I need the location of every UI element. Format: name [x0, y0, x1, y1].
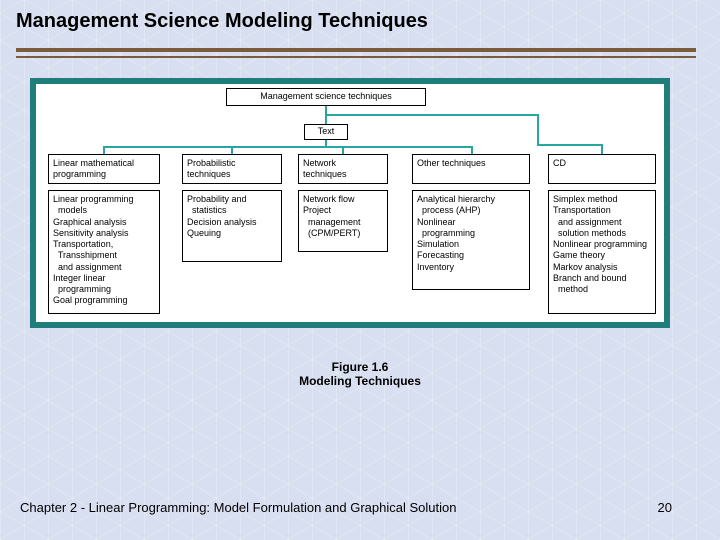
box-cat4h: Other techniques [412, 154, 530, 184]
list-item: Goal programming [53, 295, 155, 306]
list-item: Markov analysis [553, 262, 651, 273]
list-item: Inventory [417, 262, 525, 273]
list-item: Sensitivity analysis [53, 228, 155, 239]
figure-frame: Management science techniques Text Linear … [30, 78, 670, 328]
box-cat1b: Linear programming modelsGraphical analy… [48, 190, 160, 314]
connector [537, 114, 539, 144]
connector [325, 114, 327, 124]
connector [537, 144, 602, 146]
connector [342, 146, 344, 154]
box-cat2b: Probability and statisticsDecision analy… [182, 190, 282, 262]
list-item: Transportation [553, 205, 651, 216]
connector [325, 106, 327, 114]
footer-chapter: Chapter 2 - Linear Programming: Model Fo… [20, 500, 456, 515]
caption-line1: Figure 1.6 [0, 360, 720, 374]
connector [103, 146, 473, 148]
list-item: process (AHP) [417, 205, 525, 216]
box-cat5b: Simplex methodTransportation and assignm… [548, 190, 656, 314]
list-item: Transportation, [53, 239, 155, 250]
connector [471, 146, 473, 154]
box-cat3h: Network techniques [298, 154, 388, 184]
list-item: Linear programming [53, 194, 155, 205]
box-cat1h: Linear mathematical programming [48, 154, 160, 184]
list-item: Network flow [303, 194, 383, 205]
box-cat2h: Probabilistic techniques [182, 154, 282, 184]
page-title: Management Science Modeling Techniques [16, 10, 428, 33]
list-item: Decision analysis [187, 217, 277, 228]
list-item: Simplex method [553, 194, 651, 205]
connector [325, 114, 539, 116]
list-item: programming [53, 284, 155, 295]
list-item: method [553, 284, 651, 295]
list-item: and assignment [53, 262, 155, 273]
list-item: Game theory [553, 250, 651, 261]
box-cat3b: Network flowProject management (CPM/PERT… [298, 190, 388, 252]
list-item: Probability and [187, 194, 277, 205]
divider-thin [16, 56, 696, 58]
connector [231, 146, 233, 154]
list-item: Simulation [417, 239, 525, 250]
list-item: statistics [187, 205, 277, 216]
list-item: solution methods [553, 228, 651, 239]
diagram-canvas: Management science techniques Text Linear … [36, 84, 664, 322]
box-text: Text [304, 124, 348, 140]
list-item: Project [303, 205, 383, 216]
list-item: Nonlinear [417, 217, 525, 228]
list-item: Graphical analysis [53, 217, 155, 228]
list-item: Branch and bound [553, 273, 651, 284]
list-item: (CPM/PERT) [303, 228, 383, 239]
list-item: Transshipment [53, 250, 155, 261]
connector [601, 144, 603, 154]
slide-content: Management Science Modeling Techniques M… [0, 0, 720, 540]
connector [103, 146, 105, 154]
list-item: models [53, 205, 155, 216]
divider-thick [16, 48, 696, 52]
list-item: Queuing [187, 228, 277, 239]
box-cat5h: CD [548, 154, 656, 184]
list-item: Analytical hierarchy [417, 194, 525, 205]
caption-line2: Modeling Techniques [0, 374, 720, 388]
figure-caption: Figure 1.6 Modeling Techniques [0, 360, 720, 388]
list-item: Nonlinear programming [553, 239, 651, 250]
box-cat4b: Analytical hierarchy process (AHP)Nonlin… [412, 190, 530, 290]
list-item: management [303, 217, 383, 228]
list-item: programming [417, 228, 525, 239]
box-root: Management science techniques [226, 88, 426, 106]
list-item: and assignment [553, 217, 651, 228]
list-item: Forecasting [417, 250, 525, 261]
page-number: 20 [658, 500, 672, 515]
list-item: Integer linear [53, 273, 155, 284]
